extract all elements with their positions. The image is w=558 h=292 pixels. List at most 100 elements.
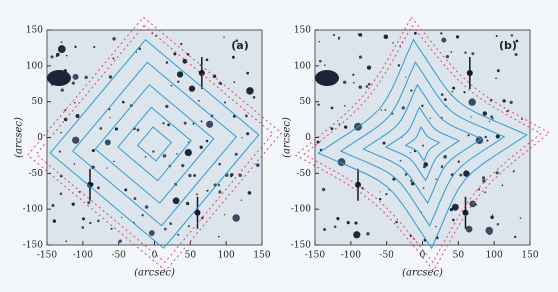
star [241, 136, 243, 139]
star [367, 82, 371, 86]
star [231, 55, 235, 59]
star [521, 118, 523, 120]
star [463, 170, 470, 177]
star [495, 171, 499, 175]
star [97, 219, 100, 223]
x-tick-label: -50 [379, 251, 394, 261]
star [172, 197, 180, 205]
y-tick-label: -100 [291, 205, 311, 215]
star [200, 120, 203, 123]
star [449, 207, 454, 212]
x-tick-label: 0 [152, 251, 158, 261]
star [205, 139, 209, 143]
star [97, 186, 100, 190]
star [56, 52, 60, 57]
star [466, 70, 473, 76]
star [173, 52, 177, 56]
x-tick-label: 100 [486, 251, 503, 261]
star [385, 193, 388, 196]
star [496, 223, 500, 226]
star [445, 55, 450, 59]
star [467, 134, 470, 137]
star [223, 101, 226, 104]
star [440, 32, 443, 35]
star [244, 114, 248, 118]
star [491, 117, 494, 120]
star [482, 111, 488, 116]
star [167, 123, 170, 127]
star [379, 191, 381, 193]
star [199, 145, 203, 149]
star [353, 231, 361, 239]
star [194, 209, 201, 216]
star [380, 109, 383, 111]
star [484, 135, 488, 139]
star [401, 106, 405, 110]
star [144, 205, 149, 209]
star [198, 70, 205, 76]
star [477, 188, 481, 191]
star [409, 234, 412, 238]
star [51, 203, 55, 207]
star [217, 184, 221, 187]
panel-label: (b) [499, 39, 517, 52]
star [455, 35, 460, 39]
star [135, 51, 138, 53]
star [365, 85, 369, 88]
star [60, 41, 63, 44]
star [144, 156, 147, 158]
star [217, 235, 220, 238]
star [93, 45, 96, 49]
star [410, 179, 413, 182]
star [112, 57, 115, 60]
star [513, 235, 517, 239]
contour-outer [35, 24, 274, 264]
star [59, 192, 63, 196]
star [232, 214, 240, 222]
star [361, 187, 364, 190]
contour [136, 126, 173, 162]
contour [49, 38, 260, 249]
star [441, 37, 447, 43]
star [192, 122, 195, 125]
star [72, 73, 79, 80]
star [152, 150, 155, 153]
star [490, 115, 494, 119]
star [465, 225, 473, 233]
star [64, 109, 67, 112]
star [502, 99, 506, 103]
star [471, 52, 475, 56]
star [321, 187, 326, 192]
star [50, 55, 54, 59]
y-tick-label: 50 [32, 97, 44, 107]
star [343, 80, 347, 84]
star [108, 75, 113, 79]
star [346, 221, 350, 225]
star [207, 189, 209, 192]
star [484, 191, 486, 194]
star [451, 203, 459, 211]
x-tick-label: -150 [305, 251, 325, 261]
star [333, 225, 337, 229]
star [187, 141, 190, 143]
star [121, 100, 125, 104]
star [323, 228, 326, 231]
star [392, 177, 396, 181]
star [382, 141, 386, 145]
star [238, 173, 242, 178]
star [413, 31, 417, 35]
y-tick-label: -150 [23, 241, 43, 251]
star [73, 163, 76, 165]
star [443, 155, 447, 159]
star [405, 76, 407, 78]
star [162, 154, 167, 158]
star [89, 221, 92, 225]
star [463, 91, 466, 94]
contour [362, 83, 483, 205]
star [330, 127, 334, 131]
star [182, 58, 188, 64]
star [358, 33, 363, 37]
galaxy [47, 70, 71, 86]
star [410, 89, 413, 92]
star [395, 220, 398, 224]
